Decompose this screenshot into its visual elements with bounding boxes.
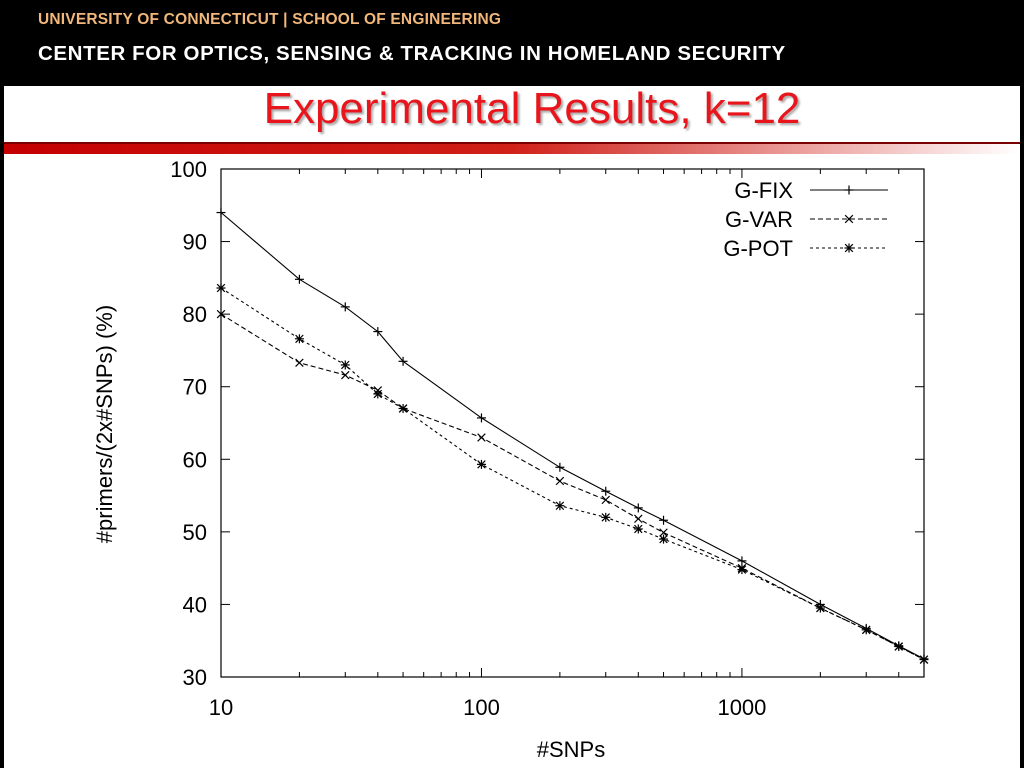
data-point (216, 283, 226, 293)
data-point (815, 603, 825, 613)
data-point (216, 309, 226, 319)
series-g-pot (216, 283, 929, 665)
x-tick-label: 1000 (717, 695, 766, 720)
header-banner: UNIVERSITY OF CONNECTICUT | SCHOOL OF EN… (0, 0, 1024, 86)
data-point (634, 514, 643, 524)
data-point (659, 534, 669, 544)
data-point (659, 528, 668, 537)
y-tick-label: 30 (183, 665, 207, 690)
legend-label: G-VAR (725, 207, 793, 232)
series-g-var (216, 309, 929, 664)
legend-label: G-FIX (734, 178, 793, 203)
data-point (398, 356, 408, 366)
data-point (861, 625, 871, 635)
data-point (295, 358, 304, 368)
data-point (633, 524, 643, 534)
y-tick-label: 90 (183, 230, 207, 255)
data-point (398, 403, 408, 413)
data-point (555, 462, 565, 472)
data-point (340, 302, 350, 312)
data-point (477, 433, 486, 442)
data-point (555, 476, 565, 486)
plot-frame (220, 168, 925, 678)
legend-marker (844, 214, 854, 224)
data-point (601, 495, 610, 505)
data-point (373, 327, 383, 337)
data-point (476, 413, 486, 423)
data-point (341, 370, 350, 380)
data-point (601, 512, 611, 522)
x-axis-label: #SNPs (537, 737, 605, 762)
data-point (737, 565, 747, 575)
data-point (601, 486, 611, 496)
y-tick-label: 50 (183, 520, 207, 545)
data-point (555, 501, 565, 511)
data-point (659, 515, 669, 525)
series-line-g-var (220, 313, 925, 661)
legend-marker (844, 185, 854, 195)
slide-title: Experimental Results, k=12 (263, 84, 801, 133)
title-rule-dark (4, 142, 1020, 144)
frame-right-border (1020, 86, 1024, 768)
y-axis-label: #primers/(2x#SNPs) (%) (92, 305, 117, 543)
data-point (340, 360, 350, 370)
y-tick-label: 40 (183, 592, 207, 617)
y-tick-label: 100 (170, 157, 207, 182)
legend-label: G-POT (723, 236, 793, 261)
y-tick-label: 70 (183, 375, 207, 400)
legend-marker (844, 243, 854, 253)
data-point (294, 334, 304, 344)
x-tick-label: 100 (463, 695, 500, 720)
data-point (737, 556, 747, 566)
frame-left-border (0, 86, 4, 768)
y-tick-label: 60 (183, 447, 207, 472)
series-line-g-fix (220, 212, 925, 660)
y-tick-label: 80 (183, 302, 207, 327)
series-g-fix (216, 208, 929, 664)
data-point (919, 655, 929, 665)
data-point (373, 389, 383, 399)
data-point (633, 503, 643, 513)
data-point (294, 274, 304, 284)
data-point (216, 208, 226, 218)
header-line-university: UNIVERSITY OF CONNECTICUT | SCHOOL OF EN… (38, 11, 502, 28)
title-rule (4, 144, 1020, 154)
x-tick-label: 10 (209, 695, 233, 720)
data-point (476, 459, 486, 469)
data-point (894, 642, 904, 652)
header-line-center: CENTER FOR OPTICS, SENSING & TRACKING IN… (38, 42, 786, 65)
